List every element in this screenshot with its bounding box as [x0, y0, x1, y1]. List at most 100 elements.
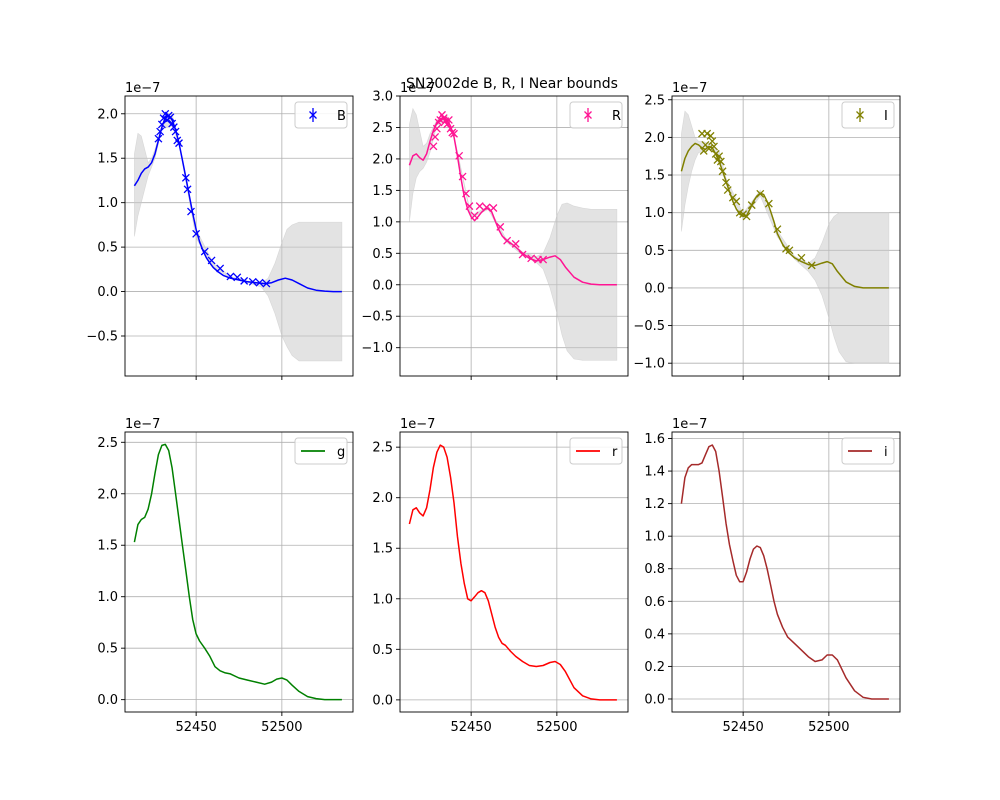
axes-frame [671, 95, 901, 377]
data-point [773, 225, 782, 234]
x-marker [166, 113, 175, 122]
legend-box [569, 101, 623, 129]
data-point [450, 129, 458, 138]
y-tick-label: −0.5 [361, 310, 393, 325]
x-marker [496, 222, 505, 231]
data-point [171, 127, 180, 136]
x-marker [742, 212, 751, 221]
y-tick-label: 1.0 [372, 215, 393, 230]
y-tick-label: 2.0 [644, 131, 665, 146]
x-marker [200, 247, 209, 256]
data-point [722, 178, 730, 187]
legend-marker [309, 111, 317, 119]
y-tick-label: 0.0 [372, 693, 393, 708]
x-marker [539, 255, 548, 264]
y-tick-label: 0.5 [644, 244, 665, 259]
data-point [742, 212, 751, 221]
x-marker [722, 178, 730, 187]
data-point [511, 239, 520, 248]
data-point [455, 151, 464, 160]
data-point [764, 199, 773, 208]
y-tick-label: 2.0 [372, 152, 393, 167]
legend-box [841, 101, 895, 129]
x-marker [248, 277, 257, 286]
y-tick-label: 1.0 [372, 592, 393, 607]
data-point [699, 146, 708, 155]
x-marker [175, 139, 183, 148]
data-point [462, 189, 470, 198]
x-marker [785, 246, 794, 255]
x-marker [187, 207, 195, 216]
x-marker [262, 279, 271, 288]
x-marker [527, 254, 536, 263]
data-point [255, 278, 264, 287]
y-tick-label: 0.0 [97, 285, 118, 300]
x-marker [455, 151, 464, 160]
legend-marker [584, 111, 592, 119]
x-marker [465, 202, 474, 211]
data-point [715, 152, 724, 161]
x-marker [710, 142, 718, 151]
y-tick-label: 0.0 [97, 693, 118, 708]
y-tick-label: −1.0 [361, 341, 393, 356]
x-marker [255, 278, 264, 287]
y-tick-label: 1.5 [644, 169, 665, 184]
data-point [785, 246, 794, 255]
y-tick-label: 2.5 [372, 121, 393, 136]
data-point [711, 149, 720, 158]
data-point [503, 236, 512, 245]
x-marker [475, 202, 484, 211]
x-marker [807, 261, 816, 270]
data-point [192, 229, 201, 238]
subplot-bottom-left: 0.0 0.5 1.0 1.5 2.0 2.5 52450 52500 1e−7 g [97, 417, 354, 735]
legend: g [294, 437, 348, 465]
series-line-r [408, 444, 617, 701]
series-line-g [133, 443, 342, 701]
legend-box [294, 101, 348, 129]
data-point [183, 185, 192, 194]
x-marker [797, 253, 806, 262]
y-tick-label: 1.0 [644, 206, 665, 221]
data-point [240, 276, 249, 285]
x-marker [458, 172, 467, 181]
data-point [747, 201, 756, 210]
x-marker [482, 203, 491, 212]
data-point [166, 113, 175, 122]
data-point [465, 202, 474, 211]
data-point [156, 127, 165, 136]
data-point [200, 247, 209, 256]
data-point [739, 210, 748, 219]
x-marker [511, 239, 520, 248]
axes-frame [124, 95, 354, 377]
scale-label: 1e−7 [672, 417, 707, 432]
axes-frame [399, 95, 629, 377]
data-point [704, 144, 713, 153]
y-tick-label: 1.5 [372, 542, 393, 557]
x-marker [703, 129, 712, 138]
data-point [482, 203, 491, 212]
y-tick-label: −0.5 [633, 319, 665, 334]
y-tick-label: 0.5 [97, 241, 118, 256]
x-tick-label: 52450 [175, 720, 216, 735]
data-point [706, 131, 715, 140]
x-marker [470, 211, 479, 220]
data-point [429, 142, 438, 151]
legend-label: R [612, 109, 621, 124]
legend-label: I [884, 109, 888, 124]
legend-label: r [612, 445, 618, 460]
x-marker [207, 256, 216, 265]
data-point [489, 204, 498, 212]
y-tick-label: 1.5 [372, 184, 393, 199]
y-tick-label: 2.0 [372, 491, 393, 506]
x-marker [704, 144, 713, 153]
data-point [708, 137, 717, 146]
x-marker [154, 134, 163, 143]
y-tick-label: 0.2 [644, 660, 665, 675]
y-tick-label: 1.4 [644, 465, 665, 480]
x-tick-label: 52500 [261, 720, 302, 735]
data-point [207, 256, 216, 265]
figure-title: SN2002de B, R, I Near bounds [406, 76, 618, 92]
y-tick-label: −1.0 [633, 357, 665, 372]
data-point [181, 173, 190, 182]
